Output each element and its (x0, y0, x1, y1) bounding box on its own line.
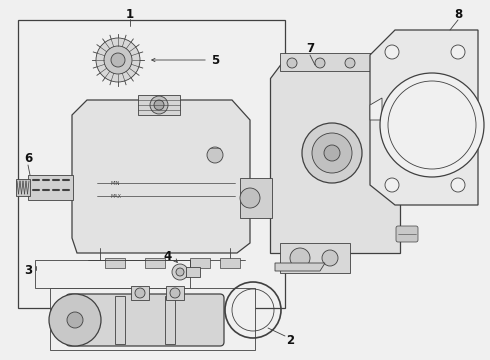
Bar (138, 95, 180, 115)
Bar (165, 296, 175, 344)
Text: MIN: MIN (110, 181, 120, 186)
Bar (115, 296, 125, 344)
Polygon shape (72, 100, 250, 253)
Bar (186, 267, 200, 277)
Circle shape (385, 45, 399, 59)
Circle shape (302, 123, 362, 183)
FancyBboxPatch shape (396, 136, 418, 152)
Circle shape (312, 133, 352, 173)
Circle shape (322, 250, 338, 266)
Bar (145, 258, 165, 268)
Circle shape (111, 53, 125, 67)
Text: 1: 1 (126, 8, 134, 21)
Bar (190, 258, 210, 268)
Polygon shape (270, 58, 400, 253)
Polygon shape (275, 263, 325, 271)
Circle shape (451, 45, 465, 59)
Bar (105, 258, 125, 268)
Text: 2: 2 (286, 333, 294, 346)
Text: 8: 8 (454, 8, 462, 21)
Circle shape (240, 188, 260, 208)
Circle shape (324, 145, 340, 161)
Circle shape (287, 58, 297, 68)
Bar (220, 258, 240, 268)
Bar (18, 20, 285, 308)
Bar (50, 288, 255, 350)
Bar (166, 286, 184, 300)
Text: 3: 3 (24, 264, 32, 276)
Circle shape (49, 294, 101, 346)
Circle shape (67, 312, 83, 328)
FancyBboxPatch shape (396, 186, 418, 202)
Circle shape (104, 46, 132, 74)
Bar (280, 243, 350, 273)
Circle shape (207, 147, 223, 163)
Bar (16, 179, 30, 196)
Bar (35, 260, 190, 288)
Circle shape (154, 100, 164, 110)
FancyBboxPatch shape (396, 86, 418, 102)
Circle shape (290, 248, 310, 268)
Text: 6: 6 (24, 152, 32, 165)
Polygon shape (370, 98, 382, 120)
Circle shape (380, 73, 484, 177)
Bar (28, 175, 73, 200)
Bar (131, 286, 149, 300)
Polygon shape (370, 30, 478, 205)
Circle shape (345, 58, 355, 68)
Circle shape (135, 288, 145, 298)
Circle shape (176, 268, 184, 276)
Bar (280, 53, 400, 71)
Circle shape (315, 58, 325, 68)
Text: 5: 5 (211, 54, 219, 67)
Text: 4: 4 (164, 249, 172, 262)
Bar (240, 178, 272, 218)
Text: MAX: MAX (110, 194, 121, 199)
Circle shape (385, 178, 399, 192)
Circle shape (373, 58, 383, 68)
Circle shape (172, 264, 188, 280)
Circle shape (96, 38, 140, 82)
FancyBboxPatch shape (66, 294, 224, 346)
FancyBboxPatch shape (396, 226, 418, 242)
Circle shape (150, 96, 168, 114)
Circle shape (451, 178, 465, 192)
Text: 7: 7 (306, 41, 314, 54)
Circle shape (170, 288, 180, 298)
